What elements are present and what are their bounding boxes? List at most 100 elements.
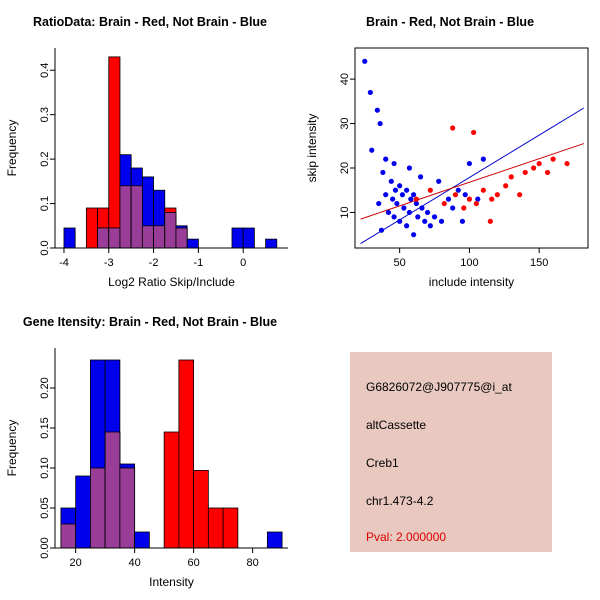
genomic-location-text: chr1.473-4.2	[366, 494, 434, 508]
scatter-point	[424, 209, 431, 216]
y-axis-label: Frequency	[5, 120, 19, 177]
scatter-point	[362, 58, 368, 64]
x-tick-label: 0	[240, 257, 246, 269]
scatter-point	[461, 205, 467, 211]
scatter-point	[404, 223, 410, 229]
y-tick-label: 0.2	[39, 151, 51, 166]
hist-bar-overlap	[97, 227, 110, 249]
scatter-point	[413, 200, 419, 207]
scatter-point	[410, 232, 417, 238]
scatter-point	[436, 178, 442, 184]
hist-bar-brain	[163, 431, 180, 549]
hist-bar-brain	[193, 469, 209, 549]
x-tick-label: -2	[149, 257, 159, 269]
hist-bar-overlap	[164, 212, 177, 249]
scatter-point	[399, 192, 406, 198]
scatter-point	[480, 156, 486, 162]
hist-bar-notbrain	[63, 227, 76, 249]
scatter-point	[508, 174, 514, 180]
x-axis-label: Log2 Ratio Skip/Include	[108, 275, 235, 289]
scatter-point	[427, 223, 433, 229]
scatter-point	[391, 214, 397, 220]
gene-intensity-histogram-chart: Gene Itensity: Brain - Red, Not Brain - …	[5, 315, 288, 589]
scatter-point	[417, 174, 424, 180]
x-tick-label: 20	[70, 557, 82, 569]
scatter-point	[383, 192, 389, 198]
scatter-point	[480, 187, 486, 193]
y-tick-label: 0.20	[39, 377, 51, 398]
scatter-point	[404, 187, 410, 193]
ratio-histogram-chart: RatioData: Brain - Red, Not Brain - Blue…	[5, 15, 288, 289]
scatter-point	[378, 227, 385, 233]
scatter-point	[390, 196, 396, 202]
scatter-point	[406, 209, 413, 216]
panel-gene-info: G6826072@J907775@i_at altCassette Creb1 …	[300, 300, 600, 600]
scatter-point	[415, 214, 421, 220]
y-axis-label: skip intensity	[305, 114, 319, 183]
hist-bar-overlap	[153, 225, 166, 249]
panel-gene-intensity-histogram: Gene Itensity: Brain - Red, Not Brain - …	[0, 300, 300, 600]
scatter-point	[410, 192, 417, 198]
y-tick-label: 30	[339, 117, 351, 129]
scatter-point	[455, 187, 461, 193]
x-tick-label: 150	[530, 257, 548, 269]
scatter-point	[394, 200, 400, 207]
scatter-point	[564, 160, 570, 167]
scatter-point	[450, 125, 456, 131]
hist-bar-notbrain	[242, 227, 255, 249]
scatter-point	[441, 200, 447, 207]
x-tick-label: -1	[193, 257, 203, 269]
hist-bar-overlap	[89, 467, 106, 549]
hist-bar-brain	[108, 56, 121, 249]
gene-info-box: G6826072@J907775@i_at altCassette Creb1 …	[350, 352, 552, 552]
hist-bar-notbrain	[231, 227, 244, 249]
scatter-point	[380, 169, 386, 176]
y-axis-label: Frequency	[5, 420, 19, 477]
not-brain-fit-line	[360, 107, 585, 244]
scatter-point	[401, 205, 407, 211]
pval-text: Pval: 2.000000	[366, 530, 447, 544]
scatter-point	[419, 205, 425, 211]
scatter-point	[459, 218, 466, 224]
scatter-point	[438, 218, 445, 224]
scatter-point	[367, 89, 373, 96]
scatter-point	[385, 209, 392, 216]
scatter-point	[406, 165, 413, 171]
x-tick-label: 100	[460, 257, 478, 269]
hist-bar-overlap	[60, 523, 77, 549]
scatter-point	[530, 165, 537, 171]
splice-event-type-text: altCassette	[366, 418, 427, 432]
scatter-point	[377, 120, 383, 127]
hist-bar-brain	[85, 207, 98, 249]
hist-bar-overlap	[104, 431, 121, 549]
hist-bar-notbrain	[186, 238, 199, 249]
scatter-point	[391, 160, 397, 167]
y-tick-label: 20	[339, 162, 351, 174]
hist-bar-overlap	[119, 185, 132, 249]
scatter-point	[475, 196, 481, 202]
scatter-point	[452, 192, 459, 198]
hist-bar-overlap	[141, 225, 154, 249]
x-tick-label: 40	[129, 557, 141, 569]
scatter-point	[431, 214, 438, 220]
y-tick-label: 0.3	[39, 107, 51, 122]
y-tick-label: 40	[339, 73, 351, 85]
x-tick-label: 50	[394, 257, 406, 269]
y-tick-label: 0.05	[39, 497, 51, 518]
x-tick-label: 80	[246, 557, 258, 569]
hist-bar-notbrain	[75, 475, 91, 549]
y-tick-label: 0.15	[39, 417, 51, 438]
scatter-point	[413, 196, 419, 202]
y-tick-label: 0.1	[39, 196, 51, 211]
chart-title: Brain - Red, Not Brain - Blue	[366, 15, 534, 29]
x-tick-label: 60	[187, 557, 199, 569]
scatter-point	[517, 192, 523, 198]
scatter-point	[422, 218, 428, 224]
hist-bar-overlap	[130, 185, 143, 249]
scatter-point	[466, 160, 473, 167]
hist-bar-brain	[207, 507, 224, 549]
x-axis-label: include intensity	[429, 275, 514, 289]
scatter-point	[397, 183, 403, 189]
scatter-point	[503, 183, 509, 189]
